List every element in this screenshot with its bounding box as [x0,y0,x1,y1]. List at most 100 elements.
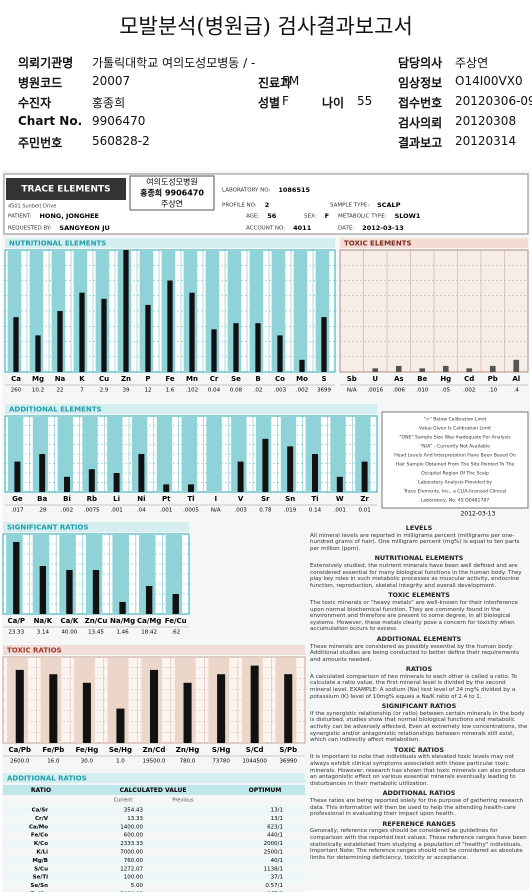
element-label: Hg [440,375,451,383]
level-bar [513,359,520,372]
ratio-value: 1400.00 [120,824,143,830]
table-title: ADDITIONAL RATIOS [7,775,87,783]
element-label: Bi [63,495,71,503]
ratio-value: 7000.00 [120,850,143,856]
ratio-optimum: 2000/1 [264,841,283,847]
level-bar [217,674,226,743]
range-column [112,535,129,613]
lab-field-value: 1086515 [278,186,310,194]
element-label: Na/Mg [110,617,135,625]
level-bar [79,292,85,372]
level-bar [466,368,473,372]
ratio-value: 600.00 [124,833,144,839]
level-bar [255,323,261,372]
element-label: As [394,375,404,383]
column-header: RATIO [31,787,51,794]
chart-title: NUTRITIONAL ELEMENTS [9,240,106,248]
legend-line: "<" Below Calibration Limit [424,417,487,423]
level-bar [123,250,129,372]
note-text: If the synergistic relationship (or rati… [310,710,528,744]
element-label: S/Hg [212,746,230,754]
note-text: These minerals are considered as possibl… [310,643,519,663]
element-value: 73780 [212,759,230,765]
element-label: I [214,495,217,503]
table-title-band [3,773,305,783]
element-value: 10.2 [32,388,44,394]
level-bar [92,570,100,614]
chart-title: SIGNIFICANT RATIOS [7,524,89,532]
element-label: Mg [32,375,44,383]
note-heading: RATIOS [405,665,433,674]
chart-title: ADDITIONAL ELEMENTS [9,406,102,414]
element-label: Co [275,375,285,383]
element-label: Ni [137,495,145,503]
level-bar [88,469,95,492]
element-value: .002 [463,388,475,394]
range-column [330,417,346,491]
field-value: 주상연 [455,56,489,70]
note-text: A calculated comparison of two minerals … [310,673,518,700]
note-text: These ratios are being reported solely f… [310,797,524,818]
level-bar [442,365,449,372]
level-bar [119,602,126,614]
element-label: W [336,495,344,503]
element-value: 40.00 [62,630,78,636]
field-value: 55 [357,94,373,108]
field-label: 주민번호 [18,136,63,150]
field-value: 20007 [92,74,131,88]
element-label: Ca [11,375,21,383]
field-label: 진료과 [258,76,292,90]
level-bar [284,674,293,743]
element-value: .001 [334,508,346,514]
element-value: 0.08 [230,388,243,394]
stamp-line: 여의도성모병원 [146,177,198,187]
element-value: 0.04 [208,388,221,394]
level-bar [145,304,151,372]
level-bar [277,335,283,372]
element-value: .4 [514,388,520,394]
legend-line: Occipital Region Of The Scalp [421,471,489,477]
level-bar [361,461,368,492]
element-label: Ca/Mg [137,617,161,625]
note-heading: TOXIC ELEMENTS [388,591,450,600]
level-bar [183,682,192,743]
element-label: Tl [187,495,194,503]
field-label: Chart No. [18,114,83,128]
element-value: 12 [145,388,152,394]
chart-title-band [5,404,377,414]
level-bar [287,446,294,492]
element-value: .001 [160,508,172,514]
level-bar [13,317,19,372]
element-label: Al [512,375,520,383]
stamp-line: 주상연 [161,199,183,209]
ratio-optimum: 623/1 [267,824,283,830]
element-label: B [255,375,260,383]
logo-box [6,178,126,200]
element-label: Zn/Cd [143,746,166,754]
level-bar [35,335,41,372]
legend-line: "N/A" - Currently Not Available [420,444,490,450]
element-label: Ca/Pb [8,746,31,754]
chart-title-band [3,645,305,655]
level-bar [419,368,426,372]
lab-field-value: SCALP [377,201,401,209]
lab-field-label: ACCOUNT NO: [246,226,285,232]
row-shade [3,839,305,848]
field-value: FM [282,74,300,88]
lab-field-value: 56 [267,212,277,220]
ratio-value: 13.33 [127,816,143,822]
field-label: 결과보고 [398,136,443,150]
element-value: 39 [123,388,130,394]
element-label: K [79,375,85,383]
level-bar [14,461,21,492]
note-heading: REFERENCE RANGES [382,819,456,828]
level-bar [145,586,153,614]
level-bar [489,365,496,372]
element-label: Ba [37,495,47,503]
element-label: Na [55,375,66,383]
ratio-name: K/Co [34,841,48,847]
ratio-value: 760.00 [124,858,144,864]
level-bar [82,682,91,743]
level-bar [250,665,259,743]
lab-field-label: SAMPLE TYPE: [330,203,369,209]
